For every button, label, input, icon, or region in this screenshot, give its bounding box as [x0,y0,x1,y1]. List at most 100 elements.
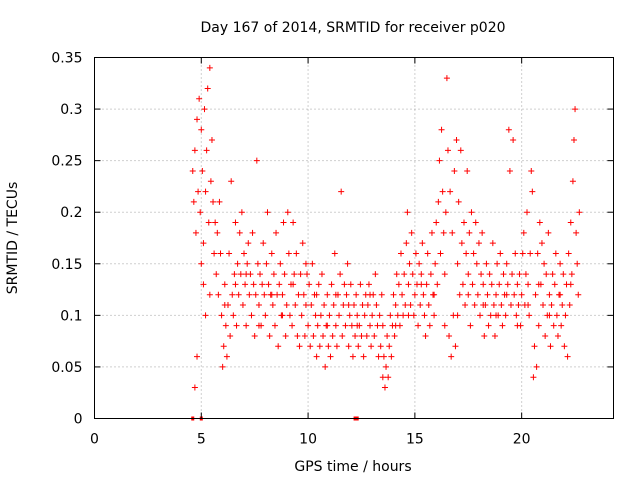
data-point [468,209,475,216]
chart-title: Day 167 of 2014, SRMTID for receiver p02… [200,20,505,36]
data-point [487,312,494,319]
data-point [232,219,239,226]
data-point [354,312,361,319]
data-point [446,332,453,339]
data-point [527,250,534,257]
data-point [355,343,362,350]
data-point [228,178,235,185]
data-point [291,271,298,278]
data-point [503,260,510,267]
data-point [427,271,434,278]
data-point [498,302,505,309]
data-point [415,322,422,329]
data-point [202,312,209,319]
data-point [242,281,249,288]
data-point [525,281,532,288]
data-point [434,281,441,288]
data-point [375,353,382,360]
data-point [239,302,246,309]
data-point [390,291,397,298]
data-point [503,291,510,298]
grid [94,57,614,419]
data-point [226,250,233,257]
data-point [400,312,407,319]
data-point [401,271,408,278]
data-point [307,343,314,350]
data-point [416,260,423,267]
data-point [218,312,225,319]
data-point [572,106,579,113]
data-point [418,271,425,278]
data-point [494,260,501,267]
data-point [538,240,545,247]
data-point [359,302,366,309]
data-point [289,322,296,329]
data-point [257,271,264,278]
data-point [246,291,253,298]
data-point [320,332,327,339]
data-point [292,302,299,309]
data-point [403,240,410,247]
y-axis-label: SRMTID / TECUs [5,182,21,295]
data-point [202,188,209,195]
data-point [505,126,512,133]
data-point [418,281,425,288]
data-point [419,240,426,247]
data-point [233,322,240,329]
x-tick-labels: 0 5 10 15 20 [90,432,531,448]
data-point [314,322,321,329]
data-point [343,291,350,298]
x-tick-label: 5 [197,432,206,448]
data-point [441,271,448,278]
data-point [290,281,297,288]
data-point [462,302,469,309]
data-point [331,250,338,257]
data-point [309,260,316,267]
data-point [231,271,238,278]
data-point [369,312,376,319]
data-point [576,209,583,216]
data-point [333,343,340,350]
data-point [229,291,236,298]
data-point [533,363,540,370]
data-point [340,302,347,309]
data-point [550,322,557,329]
data-point [336,312,343,319]
data-point [194,353,201,360]
data-point [567,219,574,226]
data-point [394,312,401,319]
data-point [198,260,205,267]
data-point [384,332,391,339]
data-point [191,384,198,391]
data-point [358,332,365,339]
data-point [426,322,433,329]
data-point [454,260,461,267]
data-point [196,95,203,102]
data-point [478,271,485,278]
data-point [490,302,497,309]
data-point [387,312,394,319]
data-point [354,322,361,329]
data-point [205,219,212,226]
data-point [210,198,217,205]
data-point [243,271,250,278]
data-point [211,250,218,257]
data-point [471,302,478,309]
data-point [236,229,243,236]
data-point [546,291,553,298]
data-point [481,332,488,339]
data-point [300,291,307,298]
data-point [488,281,495,288]
data-point [554,332,561,339]
data-point [526,312,533,319]
data-point [536,219,543,226]
data-point [208,137,215,144]
data-point [283,302,290,309]
data-point [265,281,272,288]
data-point [543,271,550,278]
data-point [277,260,284,267]
data-point [302,302,309,309]
axis-ticks [94,57,614,419]
data-point [345,343,352,350]
data-point [453,137,460,144]
